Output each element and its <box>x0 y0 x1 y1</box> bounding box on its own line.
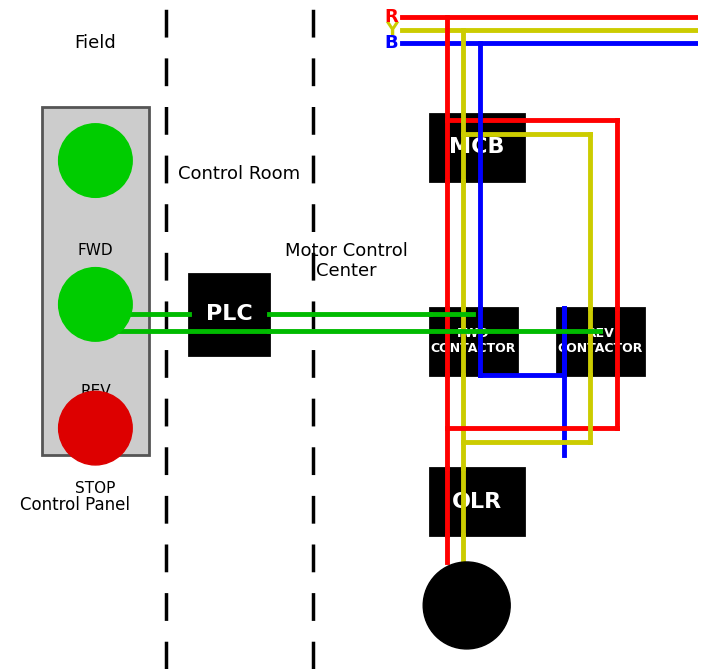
Text: MCB: MCB <box>449 137 505 157</box>
Text: Field: Field <box>75 35 116 52</box>
FancyBboxPatch shape <box>42 107 149 455</box>
Text: FWD
CONTACTOR: FWD CONTACTOR <box>431 327 516 355</box>
Text: MOTOR: MOTOR <box>435 598 498 613</box>
FancyBboxPatch shape <box>430 308 517 375</box>
Text: REV
CONTACTOR: REV CONTACTOR <box>558 327 643 355</box>
Text: B: B <box>385 35 399 52</box>
Text: STOP: STOP <box>76 481 115 496</box>
Text: Control Room: Control Room <box>178 165 301 183</box>
Circle shape <box>59 124 132 197</box>
Text: PLC: PLC <box>206 304 253 324</box>
Text: REV: REV <box>80 384 110 399</box>
Text: Y: Y <box>386 21 399 39</box>
Text: FWD: FWD <box>78 244 113 258</box>
Circle shape <box>59 391 132 465</box>
Text: OLR: OLR <box>452 492 502 512</box>
FancyBboxPatch shape <box>430 114 523 181</box>
FancyBboxPatch shape <box>189 274 269 355</box>
Circle shape <box>59 268 132 341</box>
FancyBboxPatch shape <box>557 308 644 375</box>
Text: R: R <box>385 8 399 25</box>
Text: Motor Control
Center: Motor Control Center <box>285 242 408 280</box>
Text: Control Panel: Control Panel <box>20 496 131 514</box>
Circle shape <box>423 562 510 649</box>
FancyBboxPatch shape <box>430 468 523 535</box>
